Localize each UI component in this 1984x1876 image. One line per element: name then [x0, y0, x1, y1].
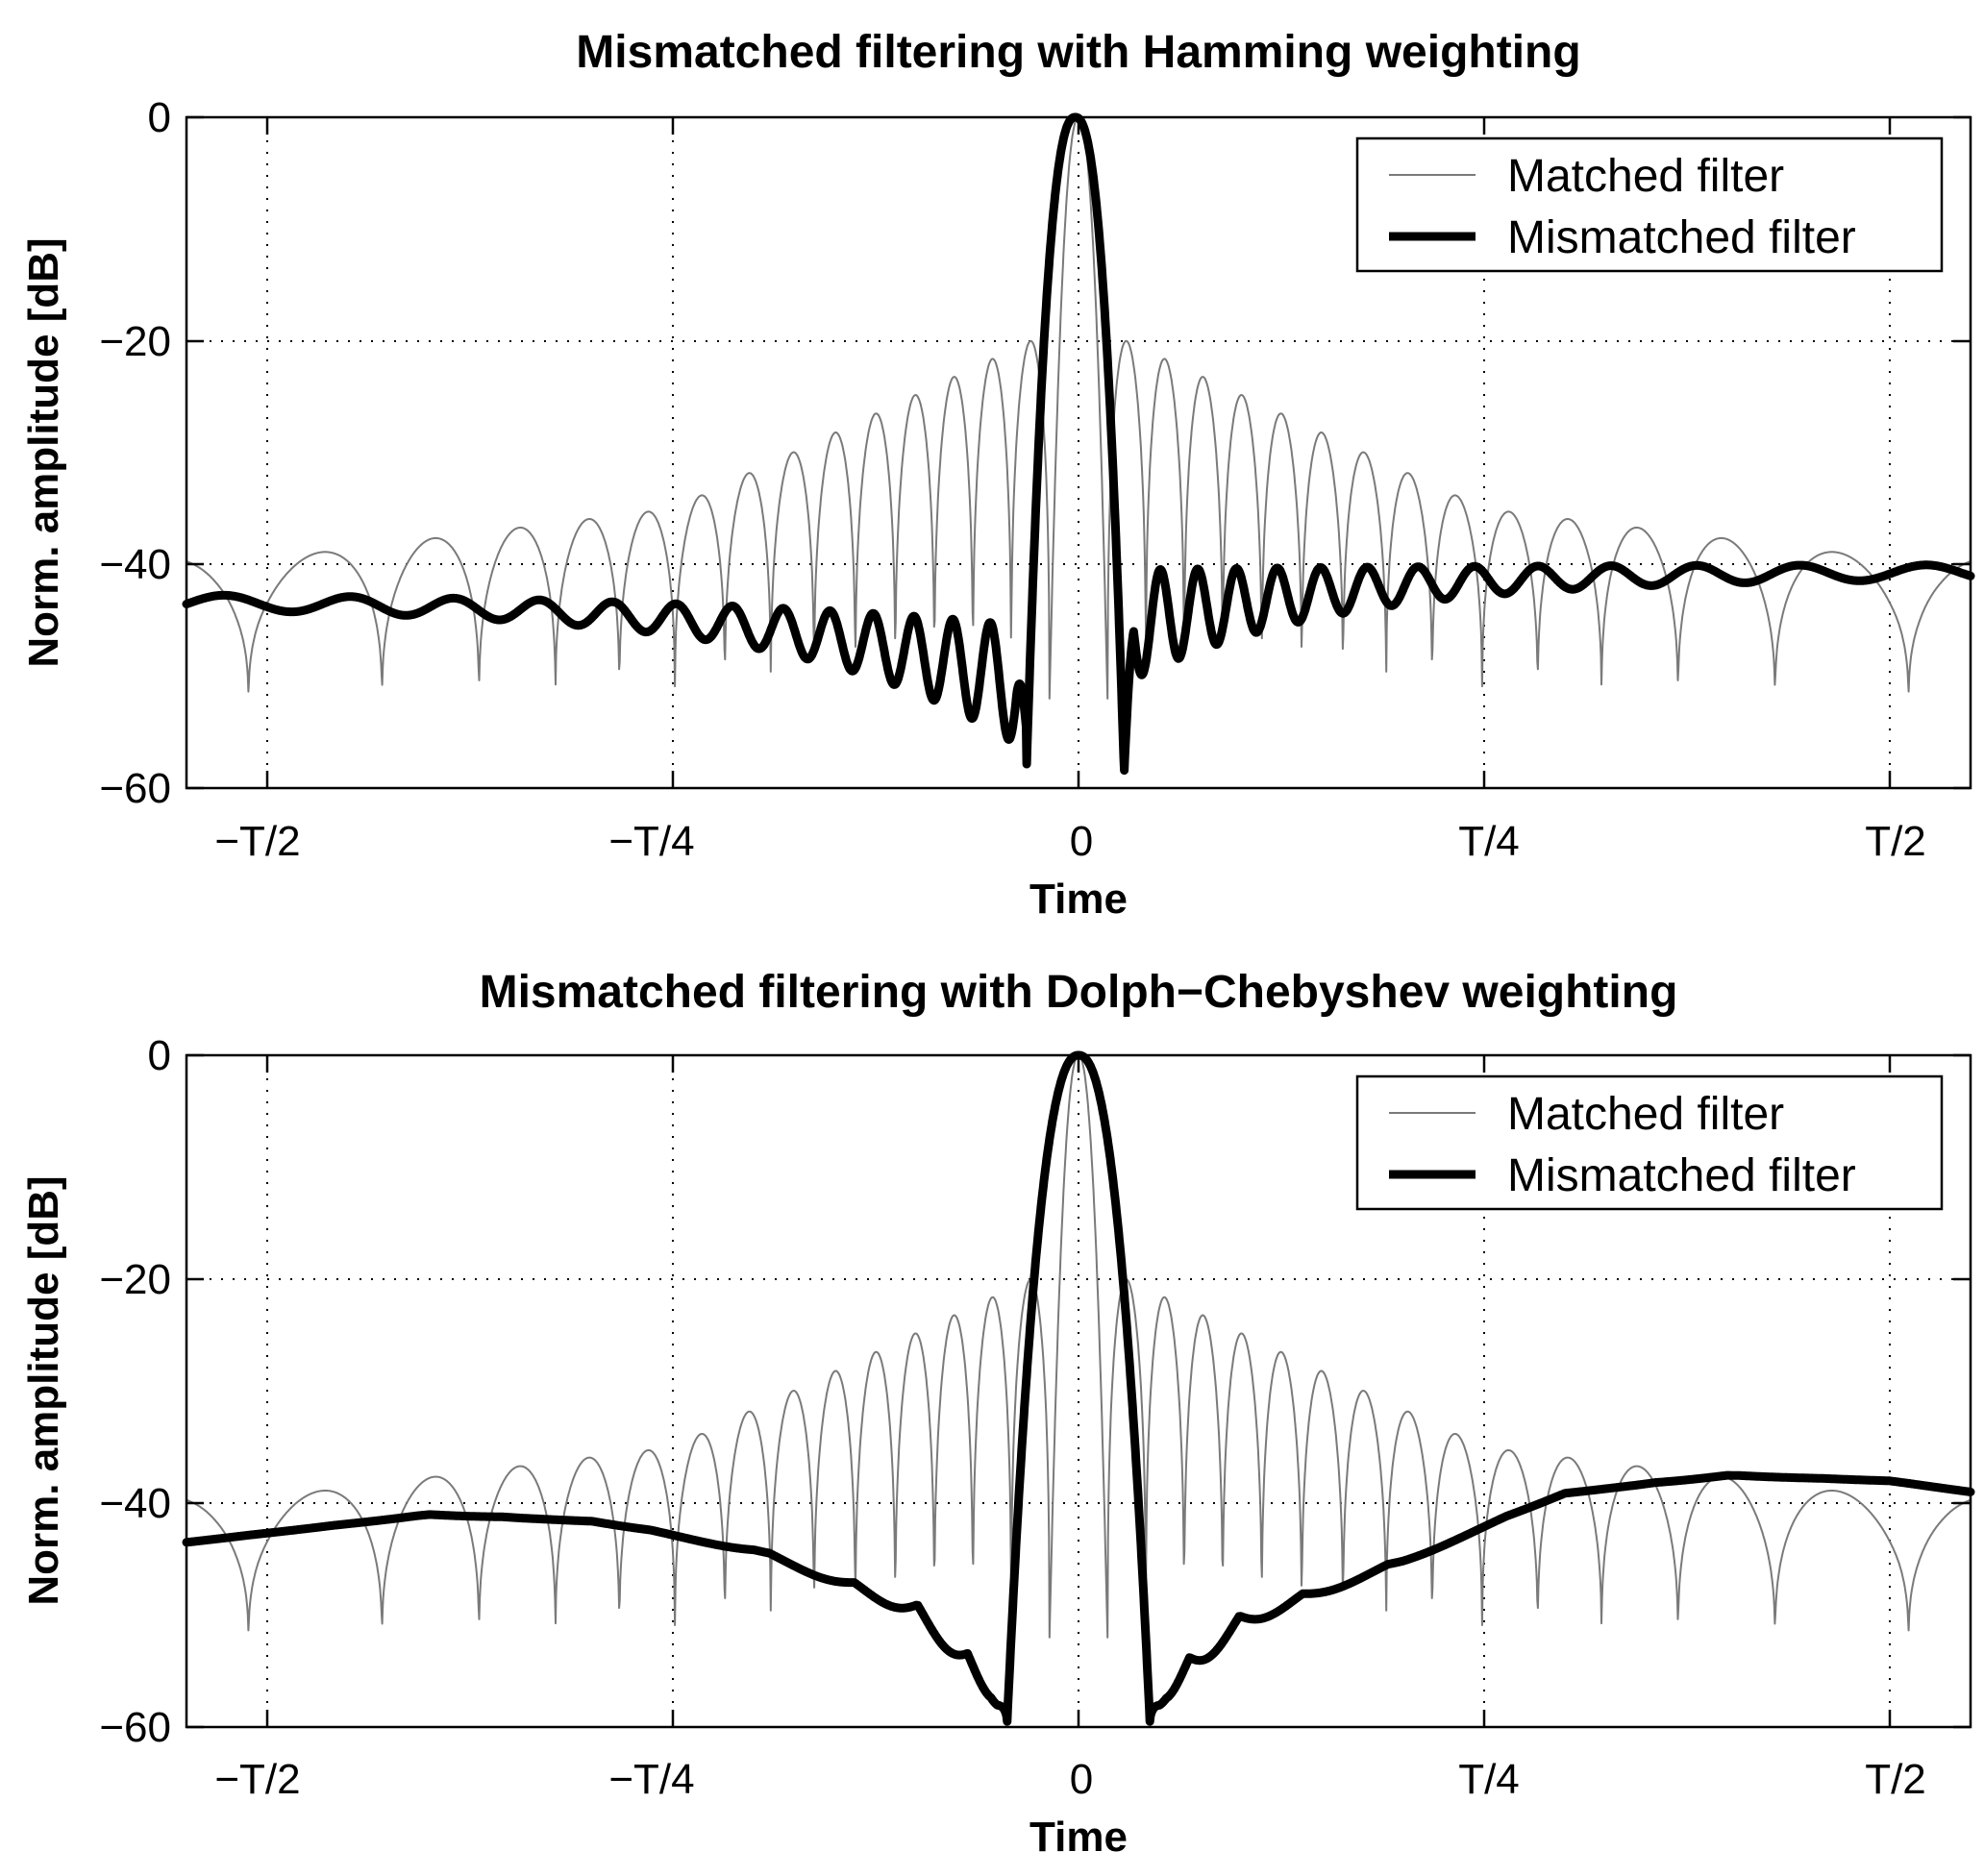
x-tick-labels: −T/2 −T/4 0 T/4 T/2 — [214, 1756, 1925, 1803]
x-axis-label: Time — [1029, 1814, 1128, 1861]
x-tick-label: T/4 — [1458, 1756, 1520, 1803]
x-tick-label: −T/4 — [608, 818, 694, 865]
y-tick-label: 0 — [148, 94, 171, 141]
panel-hamming: Mismatched filtering with Hamming weight… — [20, 27, 1975, 923]
legend: Matched filter Mismatched filter — [1355, 136, 1944, 273]
y-tick-label: −20 — [99, 318, 171, 365]
grid — [186, 116, 1971, 788]
y-axis-label: Norm. amplitude [dB] — [20, 1175, 67, 1605]
y-ticks — [186, 115, 1971, 790]
legend-box — [1355, 1074, 1944, 1211]
x-tick-labels: −T/2 −T/4 0 T/4 T/2 — [214, 818, 1925, 865]
y-tick-label: −40 — [99, 1480, 171, 1527]
grid — [186, 1054, 1971, 1727]
y-axis-label: Norm. amplitude [dB] — [20, 237, 67, 667]
y-tick-label: −60 — [99, 1704, 171, 1751]
x-tick-label: −T/2 — [214, 1756, 300, 1803]
legend-label-mismatched-filter: Mismatched filter — [1507, 212, 1856, 263]
x-tick-label: 0 — [1070, 818, 1093, 865]
chart-title: Mismatched filtering with Dolph−Chebyshe… — [480, 967, 1678, 1018]
x-ticks — [265, 1055, 1892, 1727]
legend-box — [1355, 136, 1944, 273]
x-tick-label: 0 — [1070, 1756, 1093, 1803]
y-tick-labels: 0 −20 −40 −60 — [99, 94, 171, 812]
y-tick-label: −20 — [99, 1256, 171, 1303]
y-tick-labels: 0 −20 −40 −60 — [99, 1032, 171, 1751]
x-ticks — [265, 117, 1892, 788]
x-tick-label: −T/2 — [214, 818, 300, 865]
x-axis-label: Time — [1029, 876, 1128, 923]
x-tick-label: −T/4 — [608, 1756, 694, 1803]
y-tick-label: 0 — [148, 1032, 171, 1079]
legend-label-mismatched-filter: Mismatched filter — [1507, 1150, 1856, 1201]
legend-label-matched-filter: Matched filter — [1507, 1089, 1784, 1140]
chart-title: Mismatched filtering with Hamming weight… — [576, 27, 1580, 78]
y-ticks — [186, 1053, 1971, 1729]
y-tick-label: −40 — [99, 541, 171, 588]
x-tick-label: T/2 — [1865, 818, 1926, 865]
x-tick-label: T/4 — [1458, 818, 1520, 865]
panel-dolph-chebyshev: Mismatched filtering with Dolph−Chebyshe… — [20, 967, 1975, 1861]
x-tick-label: T/2 — [1865, 1756, 1926, 1803]
legend-label-matched-filter: Matched filter — [1507, 151, 1784, 202]
legend: Matched filter Mismatched filter — [1355, 1074, 1944, 1211]
y-tick-label: −60 — [99, 765, 171, 812]
